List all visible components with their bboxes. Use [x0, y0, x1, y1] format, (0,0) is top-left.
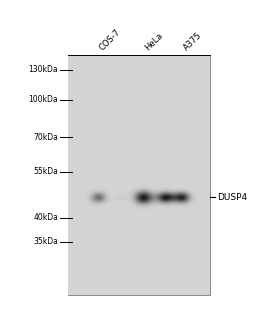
- Text: 40kDa: 40kDa: [33, 213, 58, 223]
- Text: 70kDa: 70kDa: [33, 133, 58, 142]
- Text: 35kDa: 35kDa: [33, 238, 58, 246]
- Text: COS-7: COS-7: [98, 27, 123, 52]
- Bar: [68, 55, 210, 295]
- Text: 55kDa: 55kDa: [33, 168, 58, 176]
- Text: A375: A375: [182, 30, 204, 52]
- Text: 130kDa: 130kDa: [28, 66, 58, 74]
- Text: 100kDa: 100kDa: [28, 95, 58, 105]
- Text: HeLa: HeLa: [143, 31, 164, 52]
- Text: DUSP4: DUSP4: [217, 192, 247, 202]
